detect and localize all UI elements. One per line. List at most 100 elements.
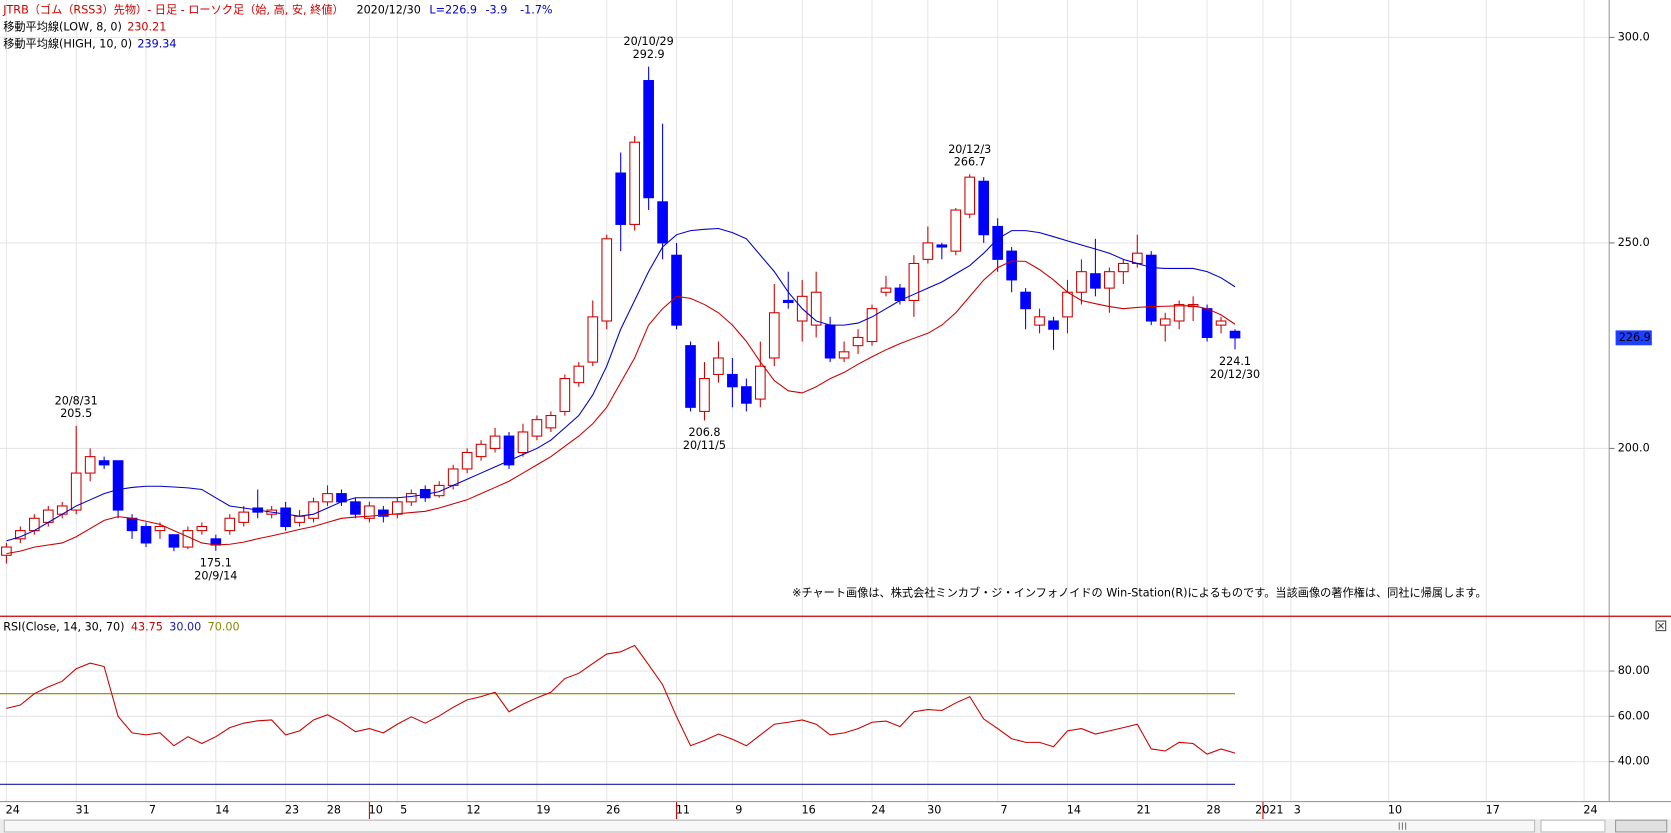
x-tick-label: 5 bbox=[400, 804, 407, 817]
candle-body bbox=[573, 365, 585, 384]
close-icon-x bbox=[1657, 622, 1664, 629]
last-price-label: 226.9 bbox=[1619, 331, 1651, 344]
scrollbar-thumb[interactable] bbox=[3, 819, 1536, 833]
candle-body bbox=[587, 316, 599, 363]
legend-label: 移動平均線(HIGH, 10, 0) bbox=[3, 37, 132, 51]
x-tick-label: 16 bbox=[801, 804, 815, 817]
legend-value: 230.21 bbox=[127, 21, 166, 34]
y-tick-label: 250.0 bbox=[1618, 236, 1650, 249]
annotation-date: 20/12/30 bbox=[1210, 368, 1260, 381]
candle-body bbox=[559, 378, 571, 412]
candle-body bbox=[224, 517, 236, 532]
x-tick-label: 28 bbox=[1206, 804, 1220, 817]
annotation-value: 175.1 bbox=[200, 557, 232, 570]
candle-body bbox=[447, 468, 459, 486]
candle-body bbox=[741, 386, 752, 404]
annotation-value: 292.9 bbox=[633, 48, 665, 61]
annotation-date: 20/11/5 bbox=[683, 439, 726, 452]
candle-body bbox=[1006, 250, 1017, 281]
candle-body bbox=[1215, 320, 1227, 326]
candle-body bbox=[1048, 320, 1059, 330]
candle-body bbox=[1034, 316, 1045, 326]
candle-body bbox=[1090, 273, 1101, 289]
header: JTRB（ゴム（RSS3）先物）- 日足 - ローソク足（始, 高, 安, 終値… bbox=[2, 3, 552, 17]
rsi-line bbox=[6, 644, 1236, 755]
candle-body bbox=[378, 509, 389, 517]
candle-body bbox=[1229, 330, 1241, 339]
x-tick-label: 11 bbox=[676, 804, 690, 817]
candle-body bbox=[322, 493, 333, 503]
y-tick-label: 60.00 bbox=[1618, 709, 1650, 722]
zoom-slider[interactable] bbox=[1540, 819, 1606, 833]
candle-body bbox=[98, 460, 110, 466]
x-tick-label: 10 bbox=[369, 804, 383, 817]
candle-body bbox=[489, 435, 501, 449]
rsi-value: 43.75 bbox=[131, 620, 163, 633]
moving-average-line bbox=[6, 260, 1236, 555]
candle-body bbox=[782, 299, 794, 304]
candle-body bbox=[168, 534, 180, 548]
x-tick-label: 14 bbox=[1067, 804, 1081, 817]
x-tick-label: 30 bbox=[927, 804, 941, 817]
candle-body bbox=[112, 460, 124, 511]
x-tick-label: 28 bbox=[327, 804, 341, 817]
candle-body bbox=[852, 336, 864, 347]
candle-body bbox=[475, 443, 487, 458]
candle-body bbox=[754, 365, 766, 400]
candle-body bbox=[1020, 291, 1031, 310]
candle-body bbox=[657, 201, 668, 244]
candle-body bbox=[1117, 262, 1129, 273]
candle-body bbox=[601, 238, 613, 322]
candle-body bbox=[433, 484, 445, 497]
last-value: L=226.9 bbox=[429, 4, 477, 17]
level-label: 70.00 bbox=[208, 620, 240, 633]
y-tick-label: 80.00 bbox=[1618, 664, 1650, 677]
x-tick-label: 24 bbox=[871, 804, 885, 817]
candle-body bbox=[517, 431, 529, 454]
zoom-buttons[interactable] bbox=[1615, 819, 1668, 833]
candle-body bbox=[364, 505, 375, 519]
candle-body bbox=[126, 517, 138, 532]
candle-body bbox=[154, 525, 166, 532]
candle-body bbox=[531, 419, 543, 437]
candle-body bbox=[1062, 291, 1073, 318]
candle-body bbox=[70, 472, 82, 511]
candle-body bbox=[350, 501, 361, 515]
annotation-value: 266.7 bbox=[954, 156, 986, 169]
x-tick-label: 23 bbox=[285, 804, 299, 817]
change-pct: -1.7% bbox=[520, 4, 552, 17]
x-tick-label: 7 bbox=[1001, 804, 1008, 817]
candle-body bbox=[308, 501, 319, 519]
candle-body bbox=[713, 357, 724, 375]
candle-body bbox=[950, 209, 962, 252]
x-tick-label: 24 bbox=[6, 804, 20, 817]
x-tick-label: 7 bbox=[149, 804, 156, 817]
candle-body bbox=[503, 435, 515, 466]
x-tick-label: 24 bbox=[1583, 804, 1597, 817]
x-tick-label: 10 bbox=[1388, 804, 1402, 817]
marks-layer bbox=[0, 66, 1241, 785]
annotation-date: 20/8/31 bbox=[55, 394, 98, 407]
scroll-grip bbox=[1398, 822, 1407, 830]
moving-average-line bbox=[6, 227, 1236, 542]
candle-body bbox=[1159, 318, 1171, 326]
date: 2020/12/30 bbox=[356, 4, 420, 17]
x-tick-label: 2021 bbox=[1255, 804, 1283, 817]
candle-body bbox=[1201, 308, 1213, 338]
candle-body bbox=[1145, 254, 1157, 322]
legend-value: 239.34 bbox=[137, 38, 176, 51]
change: -3.9 bbox=[486, 4, 508, 17]
candle-body bbox=[84, 456, 96, 474]
candle-body bbox=[964, 176, 976, 215]
candle-body bbox=[56, 505, 68, 515]
candle-body bbox=[936, 244, 948, 248]
x-tick-label: 26 bbox=[606, 804, 620, 817]
candle-body bbox=[1076, 271, 1087, 293]
candle-body bbox=[545, 415, 557, 429]
x-tick-label: 31 bbox=[75, 804, 89, 817]
candle-body bbox=[1104, 271, 1115, 289]
candle-body bbox=[461, 451, 473, 470]
